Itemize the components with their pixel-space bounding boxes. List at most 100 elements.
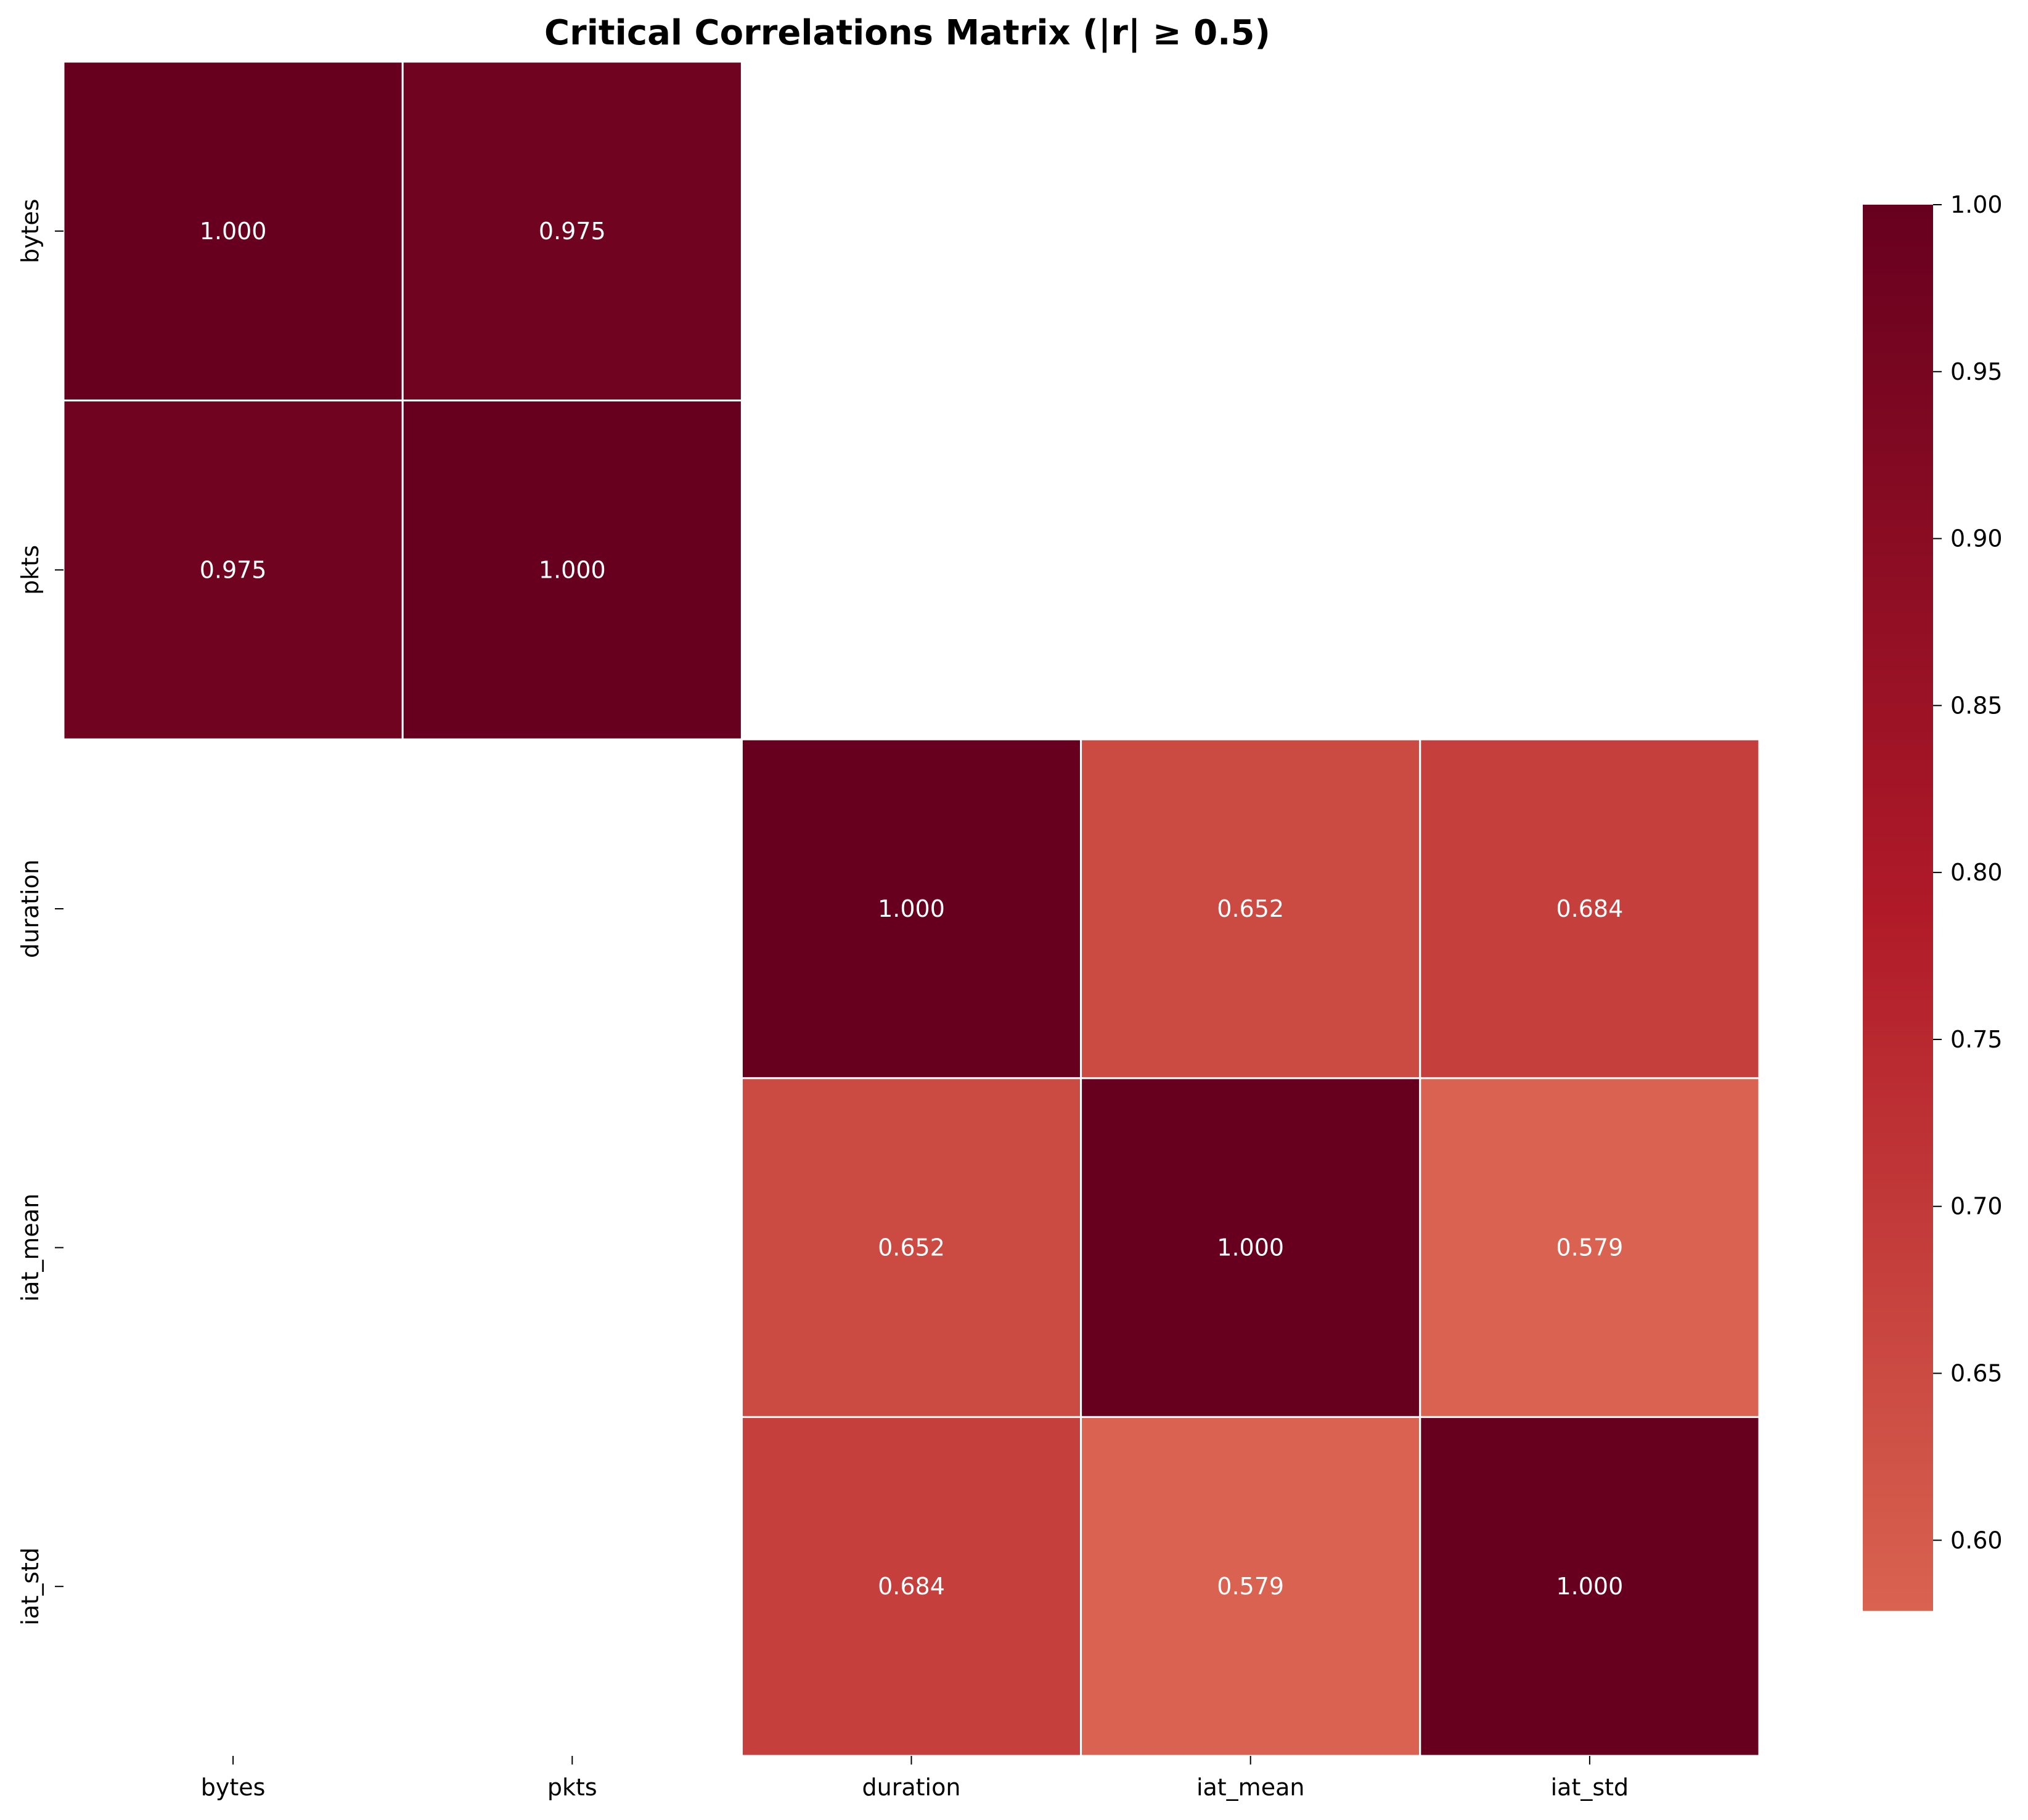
colorbar-segment bbox=[1863, 956, 1933, 964]
colorbar-segment bbox=[1863, 1104, 1933, 1112]
colorbar-segment bbox=[1863, 1034, 1933, 1042]
colorbar-segment bbox=[1863, 1216, 1933, 1224]
colorbar-segment bbox=[1863, 626, 1933, 634]
colorbar-segment bbox=[1863, 633, 1933, 641]
colorbar-segment bbox=[1863, 331, 1933, 339]
colorbar-segment bbox=[1863, 935, 1933, 943]
colorbar-segment bbox=[1863, 1294, 1933, 1302]
colorbar-segment bbox=[1863, 416, 1933, 424]
colorbar-segment bbox=[1863, 1280, 1933, 1288]
colorbar-segment bbox=[1863, 1448, 1933, 1456]
y-tick-label: bytes bbox=[17, 199, 44, 263]
colorbar-segment bbox=[1863, 851, 1933, 859]
cell-value-label: 0.684 bbox=[878, 1573, 945, 1600]
colorbar-segment bbox=[1863, 710, 1933, 718]
colorbar-segment bbox=[1863, 999, 1933, 1007]
colorbar-segment bbox=[1863, 689, 1933, 697]
colorbar-segment bbox=[1863, 788, 1933, 796]
x-tick-label: bytes bbox=[201, 1774, 266, 1801]
chart-title: Critical Correlations Matrix (|r| ≥ 0.5) bbox=[544, 13, 1270, 53]
colorbar-segment bbox=[1863, 879, 1933, 887]
colorbar-segment bbox=[1863, 760, 1933, 768]
colorbar-segment bbox=[1863, 668, 1933, 676]
colorbar-segment bbox=[1863, 1519, 1933, 1527]
colorbar-tick-label: 0.90 bbox=[1950, 525, 2003, 552]
colorbar-tick-label: 0.65 bbox=[1950, 1359, 2003, 1387]
colorbar-segment bbox=[1863, 767, 1933, 775]
colorbar-segment bbox=[1863, 921, 1933, 929]
colorbar-segment bbox=[1863, 1041, 1933, 1049]
colorbar-segment bbox=[1863, 486, 1933, 494]
colorbar-tick-label: 0.70 bbox=[1950, 1193, 2003, 1220]
colorbar-segment bbox=[1863, 352, 1933, 360]
colorbar-segment bbox=[1863, 1441, 1933, 1449]
colorbar-segment bbox=[1863, 1336, 1933, 1344]
colorbar-segment bbox=[1863, 1462, 1933, 1470]
colorbar-segment bbox=[1863, 1301, 1933, 1309]
colorbar-segment bbox=[1863, 373, 1933, 381]
colorbar-segment bbox=[1863, 1596, 1933, 1604]
colorbar-segment bbox=[1863, 1456, 1933, 1464]
colorbar-segment bbox=[1863, 1357, 1933, 1365]
colorbar-segment bbox=[1863, 275, 1933, 283]
colorbar-segment bbox=[1863, 844, 1933, 852]
colorbar-segment bbox=[1863, 964, 1933, 972]
heatmap-cell bbox=[62, 400, 404, 740]
x-tick-label: iat_std bbox=[1551, 1774, 1629, 1801]
cell-value-label: 0.652 bbox=[1217, 895, 1284, 922]
colorbar-segment bbox=[1863, 1195, 1933, 1203]
colorbar-segment bbox=[1863, 1470, 1933, 1478]
colorbar-segment bbox=[1863, 1210, 1933, 1218]
colorbar-segment bbox=[1863, 1027, 1933, 1035]
colorbar-segment bbox=[1863, 1554, 1933, 1562]
colorbar-segment bbox=[1863, 303, 1933, 311]
colorbar-segment bbox=[1863, 1371, 1933, 1379]
colorbar-segment bbox=[1863, 535, 1933, 543]
colorbar-segment bbox=[1863, 858, 1933, 866]
colorbar-segment bbox=[1863, 556, 1933, 564]
colorbar-segment bbox=[1863, 528, 1933, 536]
heatmap-cell bbox=[401, 60, 743, 402]
colorbar-segment bbox=[1863, 774, 1933, 782]
cell-value-label: 1.000 bbox=[200, 218, 267, 245]
colorbar-segment bbox=[1863, 1266, 1933, 1274]
colorbar-segment bbox=[1863, 647, 1933, 655]
colorbar-segment bbox=[1863, 1139, 1933, 1147]
colorbar-segment bbox=[1863, 1083, 1933, 1091]
colorbar-segment bbox=[1863, 1378, 1933, 1386]
y-tick-label: pkts bbox=[17, 545, 44, 595]
colorbar-segment bbox=[1863, 1582, 1933, 1590]
colorbar-segment bbox=[1863, 739, 1933, 747]
colorbar-tick-label: 1.00 bbox=[1950, 191, 2003, 218]
colorbar-segment bbox=[1863, 1146, 1933, 1154]
colorbar-segment bbox=[1863, 472, 1933, 480]
colorbar-segment bbox=[1863, 1118, 1933, 1126]
colorbar-segment bbox=[1863, 718, 1933, 726]
colorbar-segment bbox=[1863, 1048, 1933, 1056]
colorbar-segment bbox=[1863, 1237, 1933, 1245]
colorbar-segment bbox=[1863, 464, 1933, 472]
colorbar-segment bbox=[1863, 1498, 1933, 1506]
colorbar-segment bbox=[1863, 296, 1933, 304]
colorbar-segment bbox=[1863, 422, 1933, 430]
colorbar-segment bbox=[1863, 1308, 1933, 1316]
colorbar-segment bbox=[1863, 1273, 1933, 1281]
colorbar-segment bbox=[1863, 1512, 1933, 1520]
colorbar-segment bbox=[1863, 1202, 1933, 1210]
y-tick-label: iat_mean bbox=[17, 1194, 44, 1302]
colorbar-segment bbox=[1863, 1547, 1933, 1555]
heatmap-cell bbox=[740, 1077, 1082, 1418]
colorbar-segment bbox=[1863, 1055, 1933, 1063]
colorbar-segment bbox=[1863, 205, 1933, 213]
colorbar-segment bbox=[1863, 675, 1933, 683]
colorbar-segment bbox=[1863, 1575, 1933, 1583]
colorbar-tick-label: 0.80 bbox=[1950, 859, 2003, 886]
colorbar-segment bbox=[1863, 1315, 1933, 1323]
colorbar-segment bbox=[1863, 732, 1933, 740]
colorbar-segment bbox=[1863, 1561, 1933, 1569]
colorbar-segment bbox=[1863, 949, 1933, 957]
colorbar-segment bbox=[1863, 345, 1933, 353]
colorbar-segment bbox=[1863, 563, 1933, 571]
colorbar-segment bbox=[1863, 1287, 1933, 1295]
